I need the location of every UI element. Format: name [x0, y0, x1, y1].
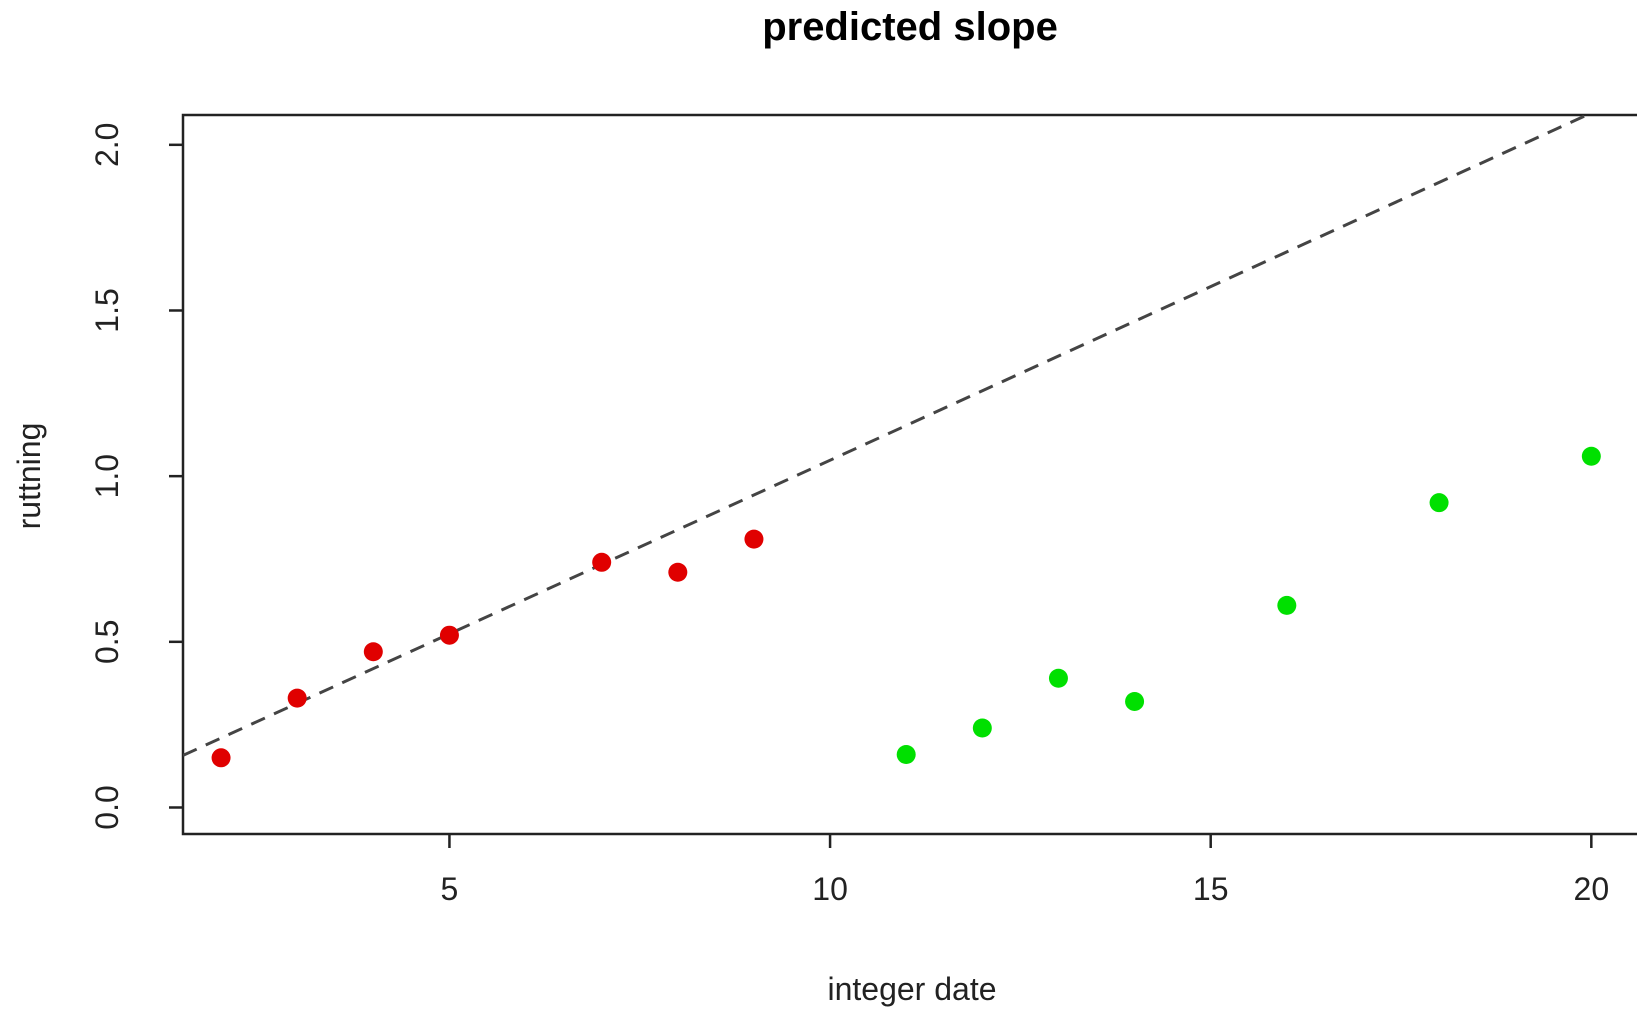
x-axis-label: integer date — [827, 971, 996, 1007]
series-2-point-5 — [1277, 595, 1297, 615]
x-tick-label-15: 15 — [1193, 871, 1229, 907]
x-tick-label-5: 5 — [441, 871, 459, 907]
y-tick-label-0-5: 0.5 — [89, 620, 125, 664]
series-1-point-1 — [211, 748, 231, 768]
x-tick-label-10: 10 — [812, 871, 848, 907]
series-2-point-1 — [896, 744, 916, 764]
reference-line — [183, 115, 1591, 757]
y-tick-label-2: 2.0 — [89, 123, 125, 167]
series-2-point-3 — [1048, 668, 1068, 688]
x-tick-label-20: 20 — [1574, 871, 1610, 907]
series-2-point-6 — [1429, 493, 1449, 513]
series-2-point-2 — [972, 718, 992, 738]
y-tick-label-0: 0.0 — [89, 785, 125, 829]
series-1-point-5 — [592, 552, 612, 572]
y-tick-label-1-5: 1.5 — [89, 288, 125, 332]
series-2-point-4 — [1125, 691, 1145, 711]
plot-frame — [181, 113, 1637, 836]
y-tick-label-1: 1.0 — [89, 454, 125, 498]
series-1-point-6 — [668, 562, 688, 582]
series-1-point-3 — [363, 642, 383, 662]
series-1-point-7 — [744, 529, 764, 549]
plot-area: 5 10 15 20 0.0 0.5 1.0 1.5 2.0 — [89, 113, 1637, 907]
chart-title: predicted slope — [762, 5, 1058, 49]
series-1-point-4 — [439, 625, 459, 645]
series-2-point-7 — [1581, 446, 1601, 466]
series-1-point-2 — [287, 688, 307, 708]
y-axis-label: ruttning — [11, 423, 47, 530]
